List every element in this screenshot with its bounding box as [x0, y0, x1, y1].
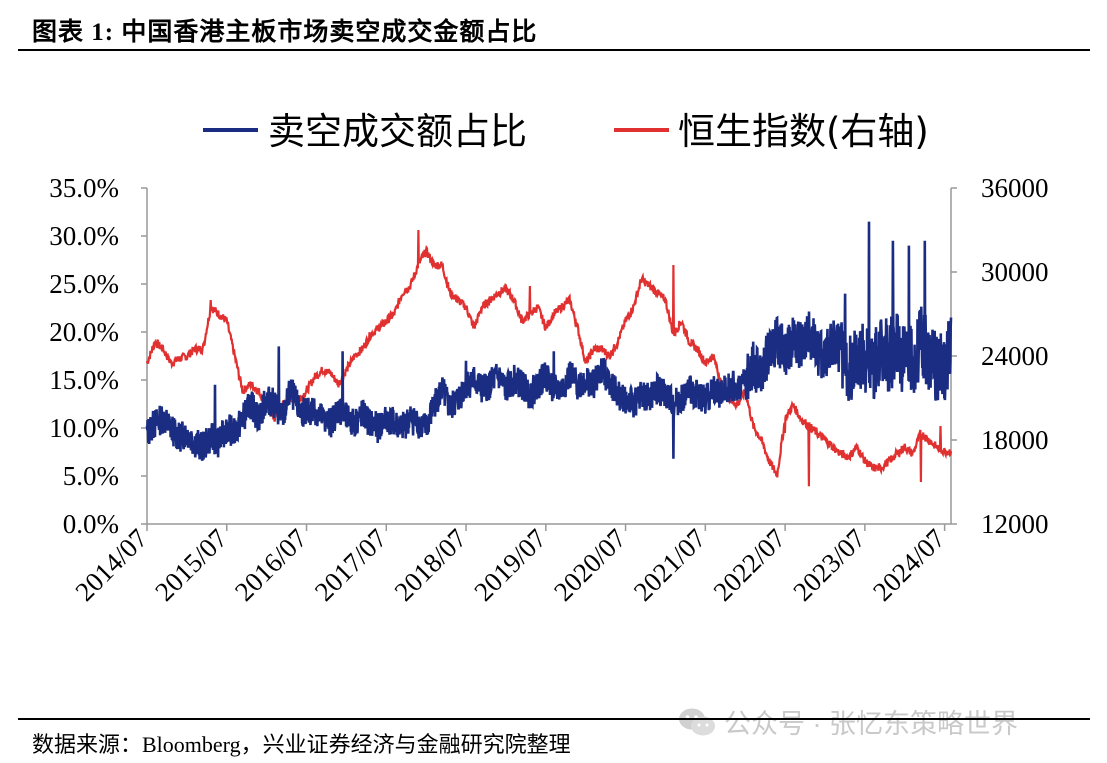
right-tick-label: 18000 [981, 425, 1049, 455]
x-tick-label: 2019/07 [468, 523, 552, 607]
legend: 卖空成交额占比 恒生指数(右轴) [203, 110, 929, 153]
x-tick-label: 2021/07 [628, 523, 712, 607]
x-tick-label: 2024/07 [867, 523, 951, 607]
left-tick-label: 5.0% [63, 461, 119, 491]
chart: 卖空成交额占比 恒生指数(右轴) 0.0% 5.0% 10.0% 15.0% 20.0%… [49, 110, 1049, 607]
left-axis-ticks: 0.0% 5.0% 10.0% 15.0% 20.0% 25.0% 30.0% 35.0% [49, 173, 147, 539]
x-tick-label: 2015/07 [149, 523, 233, 607]
x-tick-label: 2022/07 [708, 523, 792, 607]
x-tick-label: 2023/07 [787, 523, 871, 607]
left-tick-label: 0.0% [63, 509, 119, 539]
right-tick-label: 24000 [981, 341, 1049, 371]
wechat-icon [679, 708, 715, 735]
source-note: 数据来源：Bloomberg，兴业证券经济与金融研究院整理 [32, 732, 571, 757]
right-axis-ticks: 12000 18000 24000 30000 36000 [951, 173, 1049, 539]
watermark-text: 公众号 · 张忆东策略世界 [724, 709, 1018, 739]
series-line-short-ratio [145, 221, 953, 461]
x-tick-label: 2016/07 [229, 523, 313, 607]
left-tick-label: 30.0% [49, 221, 119, 251]
left-tick-label: 35.0% [49, 173, 119, 203]
left-tick-label: 15.0% [49, 365, 119, 395]
x-tick-label: 2018/07 [388, 523, 472, 607]
x-tick-label: 2017/07 [309, 523, 393, 607]
right-tick-label: 30000 [981, 257, 1049, 287]
legend-label-short-ratio: 卖空成交额占比 [268, 110, 527, 153]
legend-label-hsi: 恒生指数(右轴) [678, 110, 929, 153]
x-tick-label: 2020/07 [548, 523, 632, 607]
left-tick-label: 25.0% [49, 269, 119, 299]
footer-rule [18, 718, 1090, 720]
left-tick-label: 10.0% [49, 413, 119, 443]
figure-title: 图表 1: 中国香港主板市场卖空成交金额占比 [32, 19, 538, 46]
left-tick-label: 20.0% [49, 317, 119, 347]
right-tick-label: 12000 [981, 509, 1049, 539]
watermark: 公众号 · 张忆东策略世界 [678, 702, 1018, 741]
title-rule [18, 49, 1090, 51]
x-axis-ticks: 2014/072015/072016/072017/072018/072019/… [69, 523, 950, 607]
right-tick-label: 36000 [981, 173, 1049, 203]
